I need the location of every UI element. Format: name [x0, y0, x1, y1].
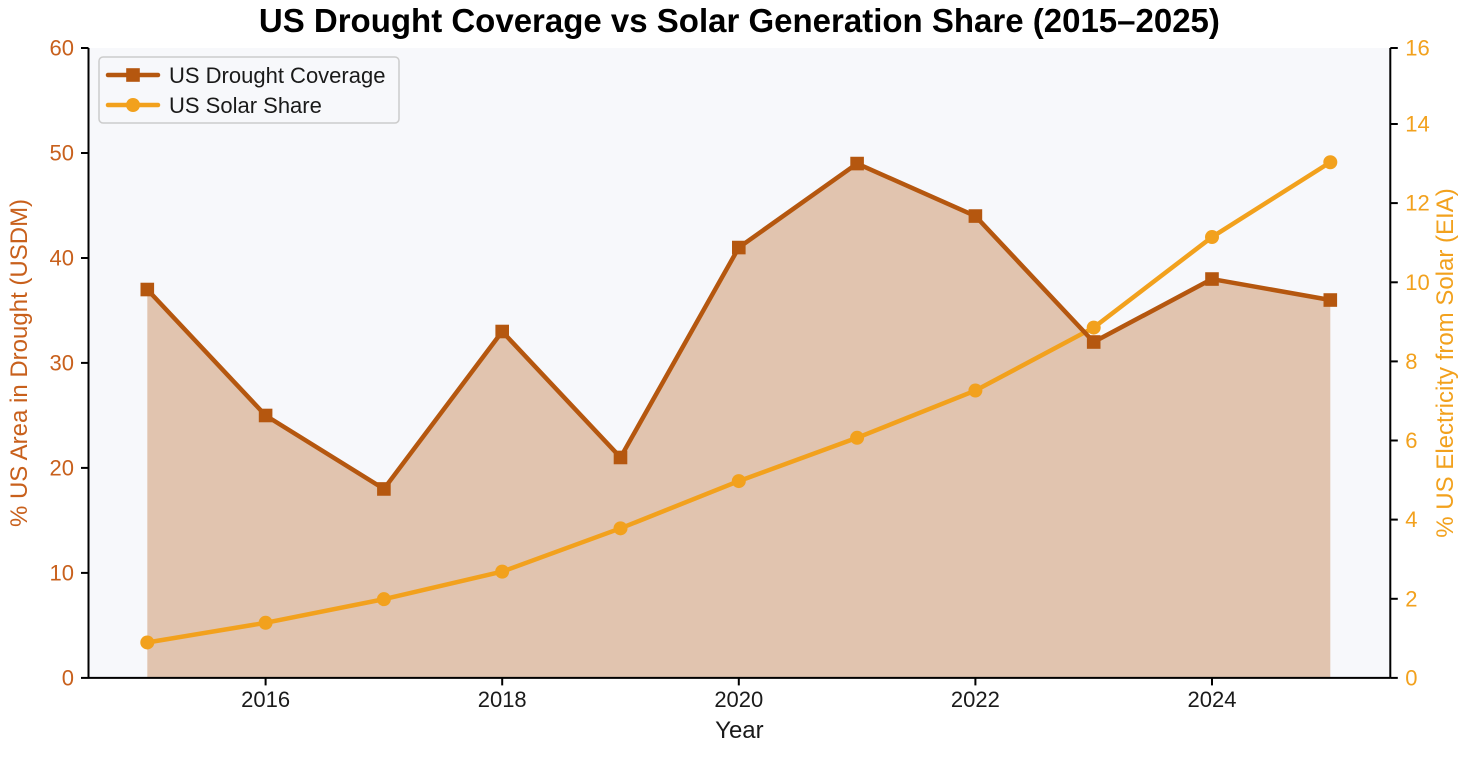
- svg-text:2016: 2016: [241, 687, 290, 712]
- svg-text:US Solar Share: US Solar Share: [169, 93, 322, 118]
- svg-text:2022: 2022: [951, 687, 1000, 712]
- svg-text:14: 14: [1405, 112, 1429, 137]
- svg-text:US Drought Coverage vs Solar G: US Drought Coverage vs Solar Generation …: [259, 2, 1220, 39]
- svg-text:Year: Year: [715, 717, 764, 744]
- svg-text:US Drought Coverage: US Drought Coverage: [169, 63, 385, 88]
- svg-text:2024: 2024: [1188, 687, 1237, 712]
- svg-text:2: 2: [1405, 586, 1417, 611]
- svg-text:6: 6: [1405, 428, 1417, 453]
- svg-text:% US Electricity from Solar (E: % US Electricity from Solar (EIA): [1432, 188, 1459, 537]
- svg-text:2020: 2020: [714, 687, 763, 712]
- svg-text:% US Area in Drought (USDM): % US Area in Drought (USDM): [6, 199, 33, 527]
- svg-text:50: 50: [50, 141, 74, 166]
- svg-text:40: 40: [50, 246, 74, 271]
- svg-text:10: 10: [1405, 270, 1429, 295]
- svg-text:4: 4: [1405, 507, 1417, 532]
- svg-text:2018: 2018: [478, 687, 527, 712]
- svg-text:30: 30: [50, 351, 74, 376]
- svg-text:10: 10: [50, 561, 74, 586]
- svg-text:0: 0: [62, 666, 74, 691]
- svg-text:0: 0: [1405, 666, 1417, 691]
- svg-text:12: 12: [1405, 191, 1429, 216]
- svg-text:8: 8: [1405, 349, 1417, 374]
- svg-text:16: 16: [1405, 36, 1429, 61]
- svg-text:60: 60: [50, 36, 74, 61]
- svg-text:20: 20: [50, 456, 74, 481]
